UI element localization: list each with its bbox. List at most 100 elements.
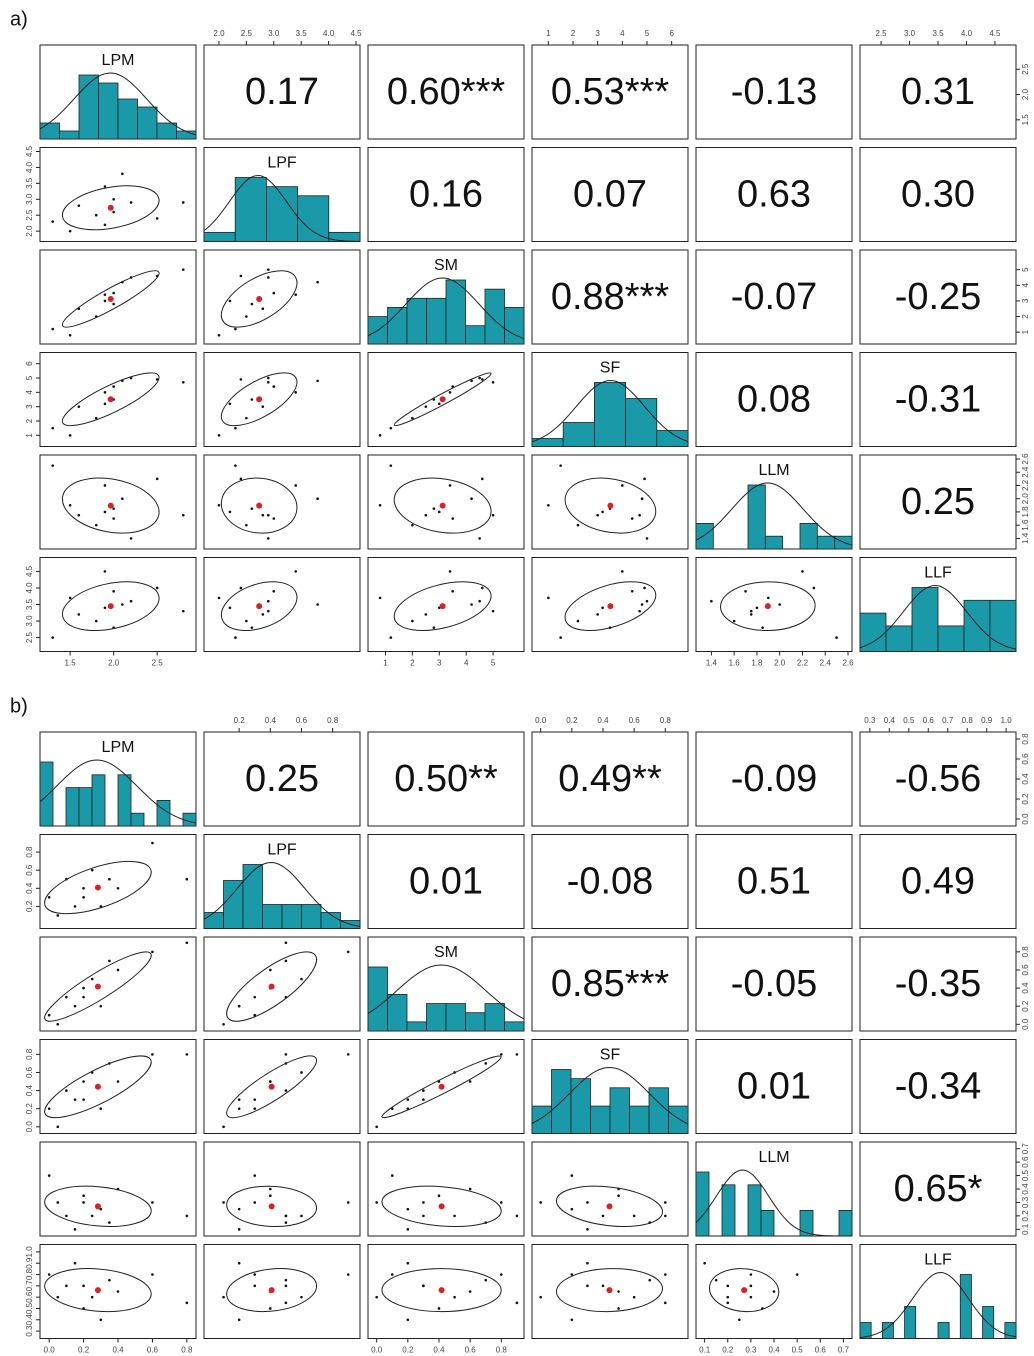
hist-bar	[281, 904, 302, 929]
scatter-point	[390, 1273, 394, 1276]
y-tick-label: 0.5	[25, 1302, 34, 1314]
scatter-point	[151, 1273, 154, 1276]
scatter-point	[596, 513, 599, 517]
ellipse	[61, 270, 160, 328]
scatter-point	[151, 841, 154, 845]
scatter-point	[253, 1174, 257, 1177]
hist-bar	[570, 1078, 591, 1134]
hist-bar	[223, 880, 244, 929]
hist-bar	[406, 297, 427, 345]
x-tick-label: 3.5	[932, 29, 944, 38]
scatter-point	[112, 507, 115, 510]
scatter-point	[726, 1295, 730, 1299]
mean-point	[107, 204, 114, 211]
x-tick-label: 4.0	[323, 29, 335, 38]
scatter-point	[835, 636, 838, 639]
scatter-point	[406, 1207, 410, 1211]
scatter-point	[539, 1295, 542, 1299]
scatter-point	[294, 484, 298, 487]
density-curve	[367, 277, 525, 340]
scatter-point	[222, 1295, 225, 1299]
scatter-point	[253, 1013, 257, 1017]
cell-frame	[203, 249, 361, 345]
hist-bar	[838, 1210, 853, 1237]
scatter-point	[68, 229, 72, 233]
hist-bar	[367, 966, 388, 1032]
cell-frame	[859, 1039, 1017, 1134]
correlation: -0.07	[731, 276, 818, 318]
scatter-point	[239, 477, 243, 481]
scatter-point	[468, 1187, 472, 1191]
hist-bar	[695, 1171, 710, 1237]
scatter-point	[491, 609, 495, 613]
scatter-point	[47, 1107, 51, 1110]
correlation: 0.51	[737, 861, 811, 903]
scatter-point	[151, 950, 154, 954]
scatter-point	[77, 513, 81, 517]
cell-frame	[859, 834, 1017, 929]
x-tick-label: 3.0	[268, 29, 280, 38]
correlation: 0.16	[409, 174, 483, 216]
scatter-point	[422, 1284, 425, 1288]
scatter-point	[234, 327, 237, 331]
hist-bar	[426, 1003, 447, 1032]
cell-frame	[367, 147, 525, 242]
hist-bar	[721, 1184, 736, 1237]
y-tick-label: 2.5	[25, 631, 34, 643]
x-tick-label: 0.2	[234, 716, 246, 725]
hist-bar	[328, 231, 361, 242]
scatter-point	[266, 381, 270, 384]
scatter-point	[82, 886, 85, 890]
scatter-point	[346, 950, 350, 954]
y-tick-label: 0.6	[25, 1066, 34, 1078]
scatter-point	[103, 293, 107, 296]
scatter-point	[94, 416, 98, 420]
scatter-point	[300, 1295, 303, 1299]
scatter-point	[103, 223, 107, 227]
scatter-point	[73, 1228, 77, 1231]
scatter-point	[448, 484, 452, 487]
scatter-point	[422, 1089, 425, 1092]
cell-frame	[695, 557, 853, 652]
hist-bar	[203, 231, 236, 242]
scatter-point	[617, 1194, 620, 1198]
scatter-point	[108, 877, 111, 881]
scatter-point	[99, 1107, 103, 1110]
scatter-point	[237, 1098, 241, 1101]
cell-frame	[695, 352, 853, 447]
scatter-point	[108, 1221, 111, 1224]
y-tick-label: 1.0	[25, 1246, 34, 1258]
x-tick-label: 0.6	[923, 716, 935, 725]
hist-bar	[656, 430, 689, 447]
scatter-point	[448, 570, 452, 573]
scatter-point	[390, 1174, 394, 1177]
y-tick-label: 2.2	[1021, 479, 1030, 491]
hist-bar	[504, 307, 525, 345]
scatter-point	[300, 1214, 303, 1218]
correlation: -0.25	[895, 276, 982, 318]
scatter-point	[181, 381, 185, 384]
ellipse	[44, 860, 152, 915]
correlation: 0.50**	[394, 758, 498, 800]
ellipse	[61, 581, 160, 631]
scatter-point	[761, 626, 764, 629]
mean-point	[607, 502, 614, 509]
correlation: 0.85***	[551, 963, 670, 1005]
mean-point	[606, 1287, 613, 1294]
scatter-point	[185, 1214, 189, 1218]
scatter-point	[424, 513, 428, 517]
scatter-point	[749, 1273, 753, 1276]
scatter-point	[228, 299, 232, 303]
scatter-point	[181, 268, 185, 271]
y-tick-label: 0.0	[1021, 813, 1030, 825]
scatter-point	[47, 896, 51, 899]
scatter-point	[269, 1194, 272, 1198]
scatter-point	[237, 1107, 241, 1110]
scatter-point	[217, 434, 221, 437]
scatter-point	[470, 603, 473, 606]
scatter-point	[601, 606, 604, 610]
scatter-point	[56, 1125, 60, 1129]
scatter-point	[559, 636, 562, 639]
scatter-point	[749, 1295, 753, 1299]
cell-frame	[203, 1244, 361, 1339]
